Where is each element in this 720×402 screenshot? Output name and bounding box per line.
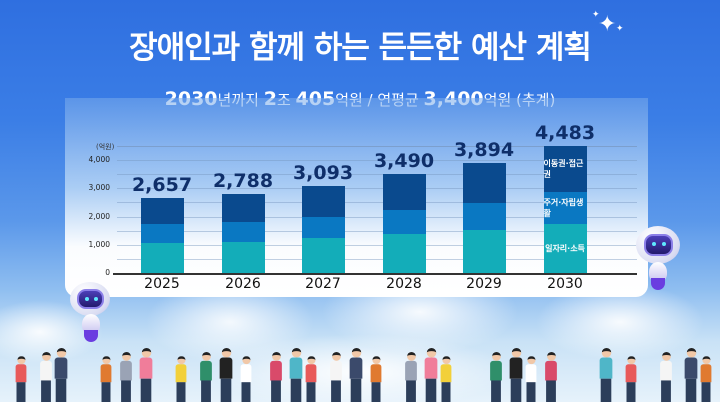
person-figure	[305, 356, 317, 402]
bar-segment	[301, 185, 345, 218]
person-figure	[219, 347, 233, 402]
bar-segment	[462, 230, 506, 273]
person-figure	[330, 352, 342, 402]
person-figure	[139, 347, 153, 402]
grid-line	[117, 216, 637, 218]
person-figure	[625, 356, 637, 402]
series-legend-label: 이동권·접근권	[543, 159, 584, 180]
person-figure	[660, 352, 672, 402]
bar-2028	[382, 174, 426, 273]
bar-2027	[301, 185, 345, 273]
series-legend-label: 주거·자립생활	[543, 198, 584, 218]
total-label: 2,788	[212, 170, 274, 193]
grid-line	[117, 146, 637, 147]
bar-segment	[140, 197, 184, 225]
y-tick-label: 0	[105, 268, 110, 277]
total-label: 3,894	[453, 138, 515, 161]
bar-segment	[301, 217, 345, 239]
person-figure	[405, 352, 417, 402]
total-label: 3,490	[373, 150, 435, 173]
person-figure	[525, 356, 537, 402]
person-figure	[54, 347, 68, 402]
person-figure	[599, 347, 613, 402]
bar-segment	[462, 162, 506, 204]
bar-segment	[382, 210, 426, 234]
y-tick-label: 2,000	[88, 211, 110, 221]
total-label: 2,657	[131, 173, 193, 196]
x-tick-label: 2026	[225, 276, 261, 292]
person-figure	[240, 356, 252, 402]
grid-line	[117, 244, 637, 246]
grid-line	[117, 202, 637, 204]
person-figure	[100, 356, 112, 402]
person-figure	[15, 356, 27, 402]
bar-segment: 이동권·접근권	[543, 146, 587, 193]
bar-segment	[221, 241, 265, 273]
bar-segment: 주거·자립생활	[543, 192, 587, 224]
x-tick-label: 2027	[305, 276, 341, 292]
bar-segment	[140, 224, 184, 244]
bar-2029	[462, 162, 506, 273]
y-tick-label: 3,000	[88, 183, 110, 193]
person-figure	[424, 347, 438, 402]
person-figure	[175, 356, 187, 402]
person-figure	[120, 352, 132, 402]
bar-2025	[140, 197, 184, 273]
grid-line	[117, 174, 637, 176]
y-tick-label: 4,000	[88, 155, 110, 164]
bar-segment	[382, 174, 426, 210]
person-figure	[684, 347, 698, 402]
x-tick-label: 2029	[466, 276, 502, 292]
grid-line	[117, 258, 637, 260]
page-title: 장애인과 함께 하는 든든한 예산 계획	[129, 30, 592, 66]
bar-segment	[462, 203, 506, 231]
grid-line	[117, 160, 637, 161]
grid-line	[117, 230, 637, 232]
bar-segment	[301, 238, 345, 273]
bar-2026	[221, 194, 265, 273]
sparkle-icon: ✦ ✦ ✦	[592, 10, 624, 37]
person-figure	[700, 356, 712, 402]
x-tick-label: 2028	[386, 276, 422, 292]
person-figure	[490, 352, 502, 402]
person-figure	[270, 352, 282, 402]
person-figure	[289, 347, 303, 402]
x-axis-line	[113, 273, 637, 275]
y-tick-label: 1,000	[88, 239, 110, 249]
bar-segment	[382, 234, 426, 273]
person-figure	[509, 347, 523, 402]
total-label: 3,093	[292, 161, 354, 184]
grid-line	[117, 188, 637, 190]
person-figure	[349, 347, 363, 402]
person-figure	[545, 352, 557, 402]
grid-line	[117, 145, 637, 147]
person-figure	[200, 352, 212, 402]
series-legend-label: 일자리·소득	[545, 243, 585, 253]
x-tick-label: 2030	[547, 276, 583, 292]
people-illustration	[0, 340, 720, 402]
total-label: 4,483	[534, 122, 596, 145]
x-tick-label: 2025	[144, 276, 180, 292]
bar-segment: 일자리·소득	[543, 223, 587, 273]
person-figure	[370, 356, 382, 402]
y-axis-unit: (억원)	[96, 143, 115, 151]
person-figure	[40, 352, 52, 402]
bar-segment	[221, 194, 265, 223]
bar-segment	[221, 222, 265, 242]
bar-segment	[140, 243, 184, 273]
person-figure	[440, 356, 452, 402]
